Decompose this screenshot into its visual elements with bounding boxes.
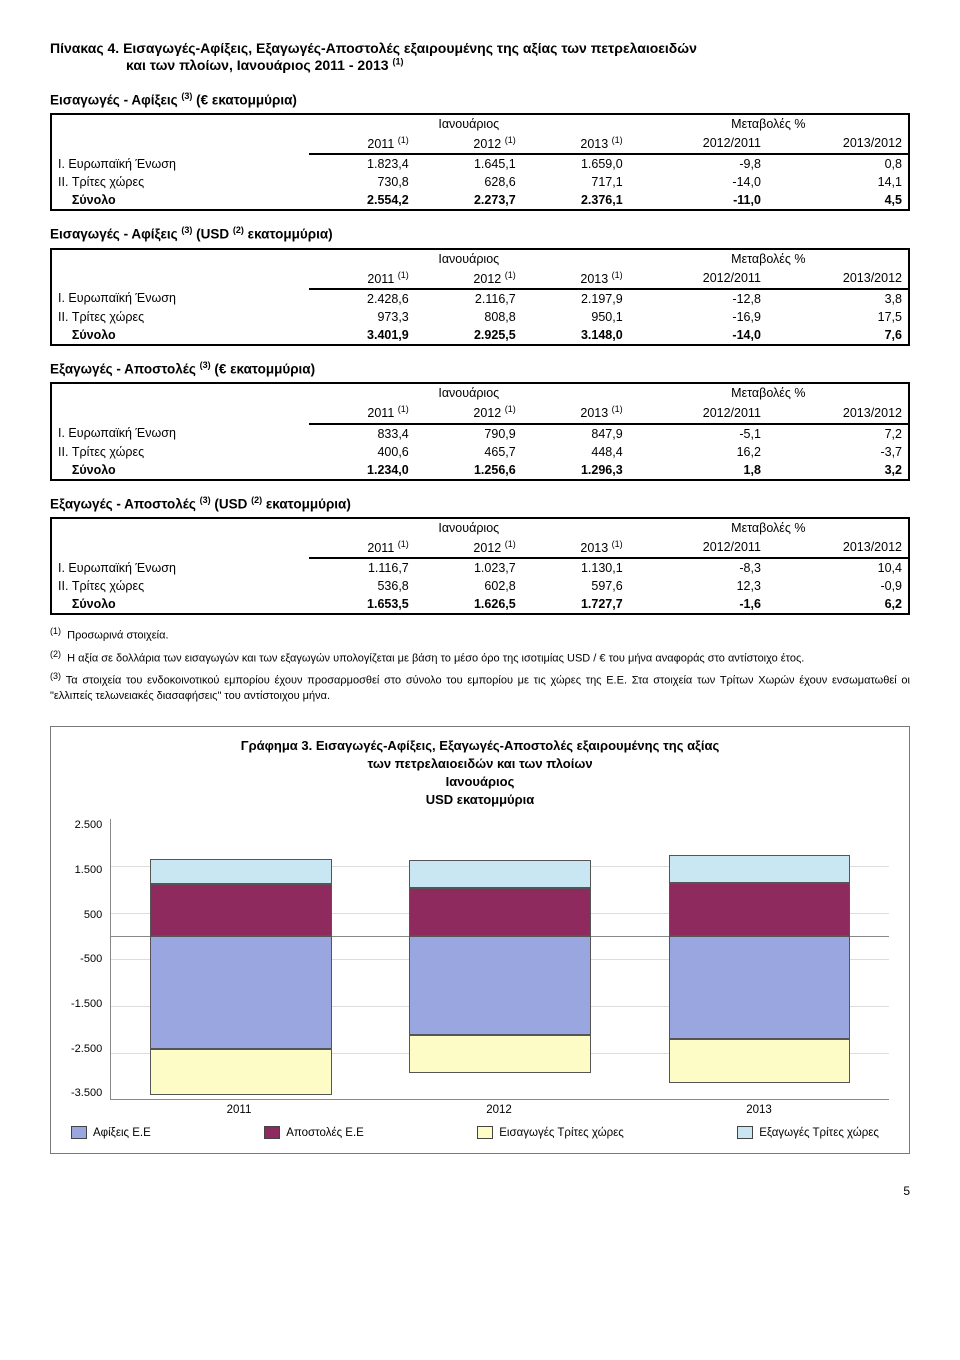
table-title: Πίνακας 4. Εισαγωγές-Αφίξεις, Εξαγωγές-Α… xyxy=(50,40,910,73)
tables-container: Εισαγωγές - Αφίξεις (3) (€ εκατομμύρια) Ι… xyxy=(50,91,910,616)
table-subtitle: Εξαγωγές - Αποστολές (3) (USD (2) εκατομ… xyxy=(50,495,910,512)
table-row: Σύνολο3.401,92.925,53.148,0-14,07,6 xyxy=(51,326,909,345)
data-table: ΙανουάριοςΜεταβολές %2011 (1)2012 (1)201… xyxy=(50,248,910,346)
legend-item: Αφίξεις Ε.Ε xyxy=(71,1126,151,1139)
data-table: ΙανουάριοςΜεταβολές %2011 (1)2012 (1)201… xyxy=(50,382,910,480)
table-row: I. Ευρωπαϊκή Ένωση2.428,62.116,72.197,9-… xyxy=(51,289,909,308)
chart-legend: Αφίξεις Ε.Ε Αποστολές Ε.Ε Εισαγωγές Τρίτες… xyxy=(71,1126,889,1139)
table-row: II. Τρίτες χώρες400,6465,7448,416,2-3,7 xyxy=(51,443,909,461)
table-subtitle: Εισαγωγές - Αφίξεις (3) (€ εκατομμύρια) xyxy=(50,91,910,108)
legend-item: Εισαγωγές Τρίτες χώρες xyxy=(477,1126,624,1139)
page-number: 5 xyxy=(50,1184,910,1198)
table-row: II. Τρίτες χώρες730,8628,6717,1-14,014,1 xyxy=(51,173,909,191)
table-subtitle: Εξαγωγές - Αποστολές (3) (€ εκατομμύρια) xyxy=(50,360,910,377)
table-row: Σύνολο1.234,01.256,61.296,31,83,2 xyxy=(51,461,909,480)
footnotes: (1) Προσωρινά στοιχεία. (2) Η αξία σε δο… xyxy=(50,625,910,703)
data-table: ΙανουάριοςΜεταβολές %2011 (1)2012 (1)201… xyxy=(50,113,910,211)
chart-x-labels: 201120122013 xyxy=(109,1100,889,1116)
legend-item: Εξαγωγές Τρίτες χώρες xyxy=(737,1126,879,1139)
table-row: II. Τρίτες χώρες536,8602,8597,612,3-0,9 xyxy=(51,577,909,595)
table-row: I. Ευρωπαϊκή Ένωση1.116,71.023,71.130,1-… xyxy=(51,558,909,577)
table-subtitle: Εισαγωγές - Αφίξεις (3) (USD (2) εκατομμ… xyxy=(50,225,910,242)
table-row: Σύνολο1.653,51.626,51.727,7-1,66,2 xyxy=(51,595,909,614)
legend-item: Αποστολές Ε.Ε xyxy=(264,1126,364,1139)
table-row: I. Ευρωπαϊκή Ένωση1.823,41.645,11.659,0-… xyxy=(51,154,909,173)
chart-y-axis: 2.5001.500500-500-1.500-2.500-3.500 xyxy=(71,819,110,1099)
table-row: Σύνολο2.554,22.273,72.376,1-11,04,5 xyxy=(51,191,909,210)
table-row: II. Τρίτες χώρες973,3808,8950,1-16,917,5 xyxy=(51,308,909,326)
chart: Γράφημα 3. Εισαγωγές-Αφίξεις, Εξαγωγές-Α… xyxy=(50,726,910,1155)
table-row: I. Ευρωπαϊκή Ένωση833,4790,9847,9-5,17,2 xyxy=(51,424,909,443)
data-table: ΙανουάριοςΜεταβολές %2011 (1)2012 (1)201… xyxy=(50,517,910,615)
chart-plot xyxy=(110,819,889,1100)
